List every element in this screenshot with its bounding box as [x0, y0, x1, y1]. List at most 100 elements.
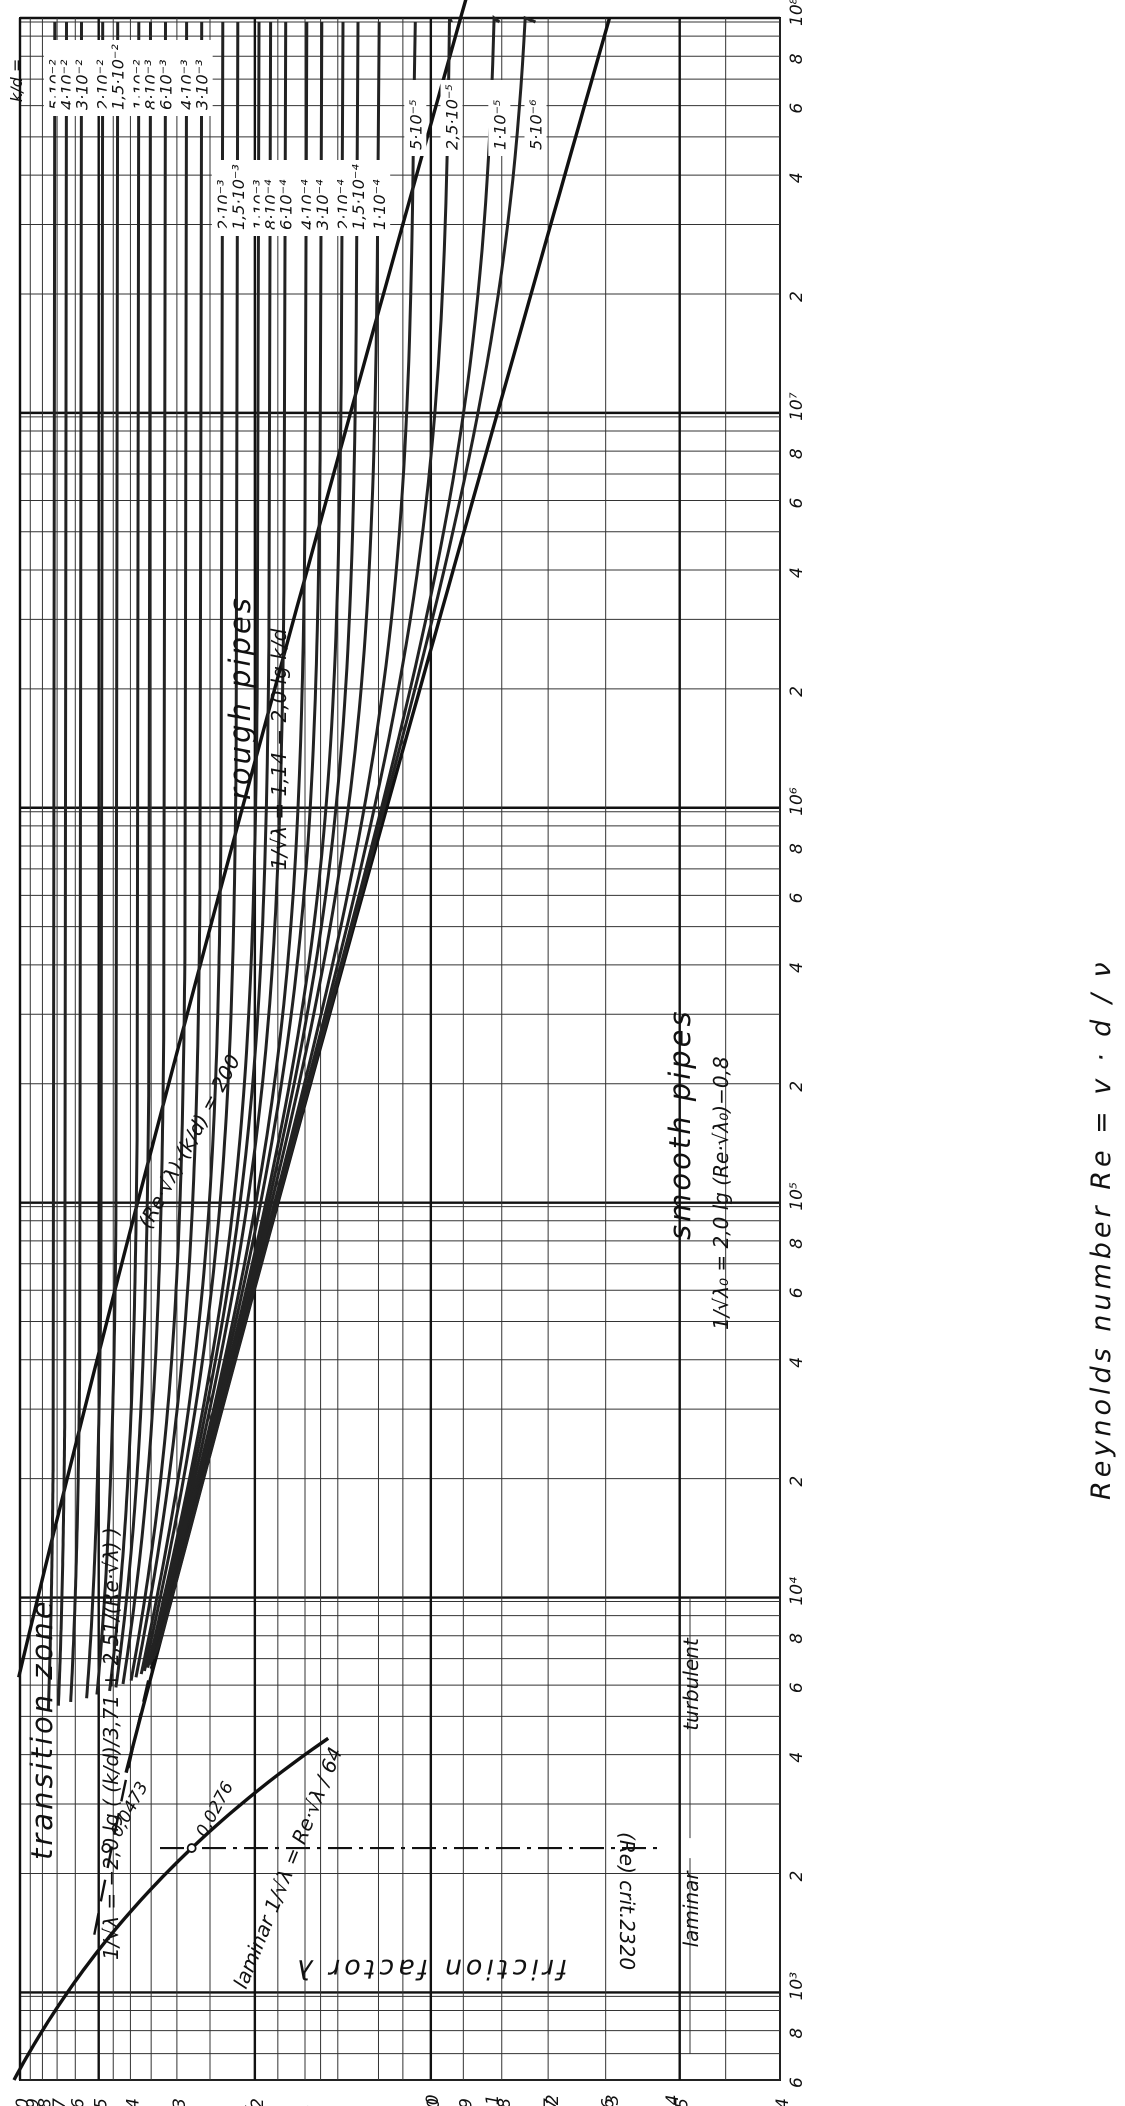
tick-label-inv-sqrt-lambda: 10	[423, 2094, 443, 2106]
kd-label: 1,5·10⁻⁴	[349, 164, 368, 230]
kd-label-bg	[488, 80, 511, 156]
kd-curve	[160, 15, 537, 1637]
kd-label-bg	[404, 80, 427, 156]
kd-label: 6·10⁻⁴	[277, 179, 296, 230]
kd-curve	[149, 21, 288, 1663]
tick-label-re: 4	[787, 567, 807, 578]
tick-label-re: 2	[787, 291, 807, 302]
tick-label-lambda: 0,006	[599, 2098, 619, 2106]
kd-curve	[69, 21, 83, 1702]
kd-header: k/d =	[7, 59, 26, 102]
turbulent-label: turbulent	[679, 1637, 703, 1731]
tick-label-re: 8	[787, 1633, 807, 1644]
tick-label-re: 10⁵	[787, 1182, 807, 1211]
kd-curve	[146, 21, 261, 1669]
tick-label-lambda: 0,04	[123, 2098, 143, 2106]
transition-equation: 1/√λ = −2,0 lg ( (k/d)/3,71 + 2,51/(Re·√…	[99, 1527, 123, 1960]
tick-label-re: 6	[787, 1287, 807, 1298]
kd-label: 3·10⁻³	[193, 60, 212, 110]
kd-curve	[139, 21, 225, 1675]
tick-label-lambda: 0,08	[35, 2098, 55, 2106]
tick-label-lambda: 0,03	[170, 2098, 190, 2106]
tick-label-re: 6	[787, 1682, 807, 1693]
kd-label-bg	[274, 160, 297, 236]
tick-label-re: 6	[787, 103, 807, 114]
kd-label: 2,5·10⁻⁵	[443, 84, 462, 150]
kd-curve	[151, 21, 309, 1660]
kd-label: 5·10⁻⁵	[406, 100, 425, 150]
laminar-line-extension	[190, 1736, 330, 1850]
kd-curve	[114, 21, 152, 1688]
tick-label-re: 10³	[787, 1972, 807, 2001]
rough-pipes-equation: 1/√λ = 1,14 − 2,0 lg k/d	[267, 628, 291, 870]
kd-label-bg	[368, 160, 391, 236]
kd-label: 1·10⁻⁵	[490, 100, 509, 150]
labels: 6 8 10³ 2 4 6 8 10⁴ 2 4 6 8 10⁵ 2 4 6 8 10⁶ 2 4 6 8 10⁷ 2 4 6 8 10⁸…	[7, 0, 1117, 2106]
kd-label-bg	[226, 160, 249, 236]
kd-curve	[85, 21, 105, 1699]
rough-boundary-curve	[17, 0, 468, 1678]
tick-label-lambda: 0,05	[92, 2098, 112, 2106]
tick-label-lambda: 0,07	[50, 2098, 70, 2106]
marked-point	[186, 1843, 197, 1853]
kd-label: 1,5·10⁻³	[229, 164, 248, 230]
kd-curve	[153, 21, 324, 1657]
curves	[12, 0, 691, 2081]
tick-label-lambda: 0,008	[495, 2098, 515, 2106]
kd-label: 3·10⁻²	[72, 59, 91, 110]
transition-zone-title: transition zone	[25, 1598, 59, 1860]
tick-label-re: 10⁶	[787, 787, 807, 816]
tick-label-re: 6	[787, 497, 807, 508]
tick-label-re: 8	[787, 2028, 807, 2039]
kd-label-bg	[190, 40, 213, 116]
tick-label-re: 2	[787, 686, 807, 697]
kd-label: 3·10⁻⁴	[313, 179, 332, 230]
kd-curve	[121, 21, 167, 1685]
tick-label-re: 2	[787, 1081, 807, 1092]
tick-label-re: 2	[787, 1476, 807, 1487]
kd-label: 5·10⁻⁶	[527, 99, 546, 150]
tick-label-inv-sqrt-lambda: 12	[543, 2094, 563, 2106]
tick-label-lambda: 0,02	[248, 2098, 268, 2106]
tick-label-lambda: 0,06	[68, 2098, 88, 2106]
kd-curve	[95, 21, 120, 1695]
tick-label-re: 2	[787, 1871, 807, 1882]
tick-label-re: 8	[787, 53, 807, 64]
laminar-label: laminar	[679, 1870, 703, 1948]
kd-label-bg	[106, 40, 129, 116]
kd-label-bg	[310, 160, 333, 236]
y-axis-title: friction factor λ	[293, 1953, 568, 1984]
smooth-pipes-title: smooth pipes	[663, 1008, 697, 1240]
kd-curve	[134, 21, 204, 1678]
tick-label-inv-sqrt-lambda: 11	[483, 2094, 503, 2106]
kd-label-bg	[440, 80, 463, 156]
tick-label-re: 10⁴	[787, 1577, 807, 1606]
tick-label-re: 4	[787, 172, 807, 183]
tick-label-re: 4	[787, 1357, 807, 1368]
kd-curve	[142, 21, 240, 1672]
laminar-line	[12, 1846, 193, 2081]
kd-curve	[148, 21, 273, 1666]
kd-curve	[129, 21, 189, 1681]
tick-label-re: 8	[787, 1238, 807, 1249]
rough-pipes-title: rough pipes	[223, 595, 257, 800]
tick-label-lambda: 0,005	[673, 2098, 693, 2106]
tick-label-re: 10⁸	[787, 0, 807, 26]
marked-point	[101, 1843, 112, 1853]
tick-label-lambda: 0,007	[541, 2098, 561, 2106]
tick-label-inv-sqrt-lambda: 13	[603, 2094, 623, 2106]
re-crit-label: (Re) crit.2320	[615, 1832, 639, 1970]
tick-label-re: 10⁷	[787, 392, 807, 421]
kd-label-bg	[524, 80, 547, 156]
tick-label-lambda: 0,10	[13, 2098, 33, 2106]
kd-label-bg	[347, 160, 370, 236]
tick-label-re: 6	[787, 2077, 807, 2088]
tick-label-re: 8	[787, 843, 807, 854]
kd-label-bg	[154, 40, 177, 116]
tick-label-re: 8	[787, 448, 807, 459]
kd-label: 1·10⁻⁴	[370, 179, 389, 230]
tick-label-re: 4	[787, 962, 807, 973]
kd-curve	[108, 21, 141, 1692]
kd-label-bg	[70, 40, 93, 116]
